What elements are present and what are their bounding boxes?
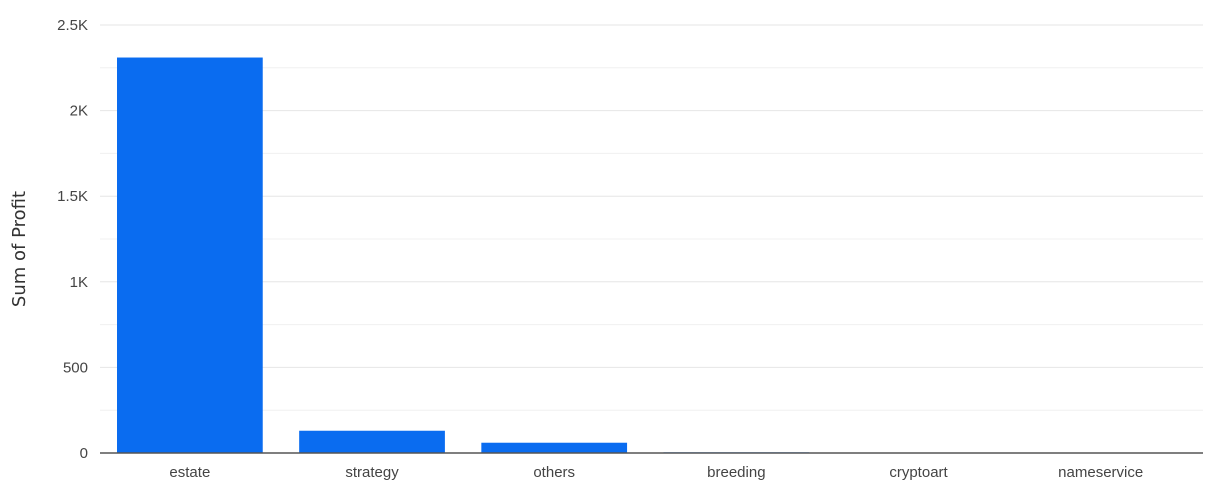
x-tick-label: cryptoart — [889, 464, 948, 481]
y-tick-label: 0 — [80, 445, 88, 462]
x-tick-label: others — [533, 464, 575, 481]
bar-strategy[interactable] — [299, 430, 445, 453]
y-tick-label: 500 — [63, 359, 88, 376]
x-tick-label: nameservice — [1058, 464, 1143, 481]
bars — [117, 57, 1174, 453]
x-tick-label: strategy — [345, 464, 399, 481]
bar-estate[interactable] — [117, 57, 263, 453]
tick-labels: 0 500 1K 1.5K 2K 2.5K estate strategy others bree… — [57, 17, 1143, 481]
y-tick-label: 1.5K — [57, 188, 88, 205]
y-axis-title: Sum of Profit — [9, 191, 30, 307]
y-tick-label: 2.5K — [57, 17, 88, 34]
x-tick-label: breeding — [707, 464, 765, 481]
x-tick-label: estate — [169, 464, 210, 481]
y-tick-label: 1K — [70, 274, 88, 291]
bar-others[interactable] — [481, 442, 628, 453]
y-tick-label: 2K — [70, 103, 88, 120]
gridlines — [100, 24, 1203, 411]
